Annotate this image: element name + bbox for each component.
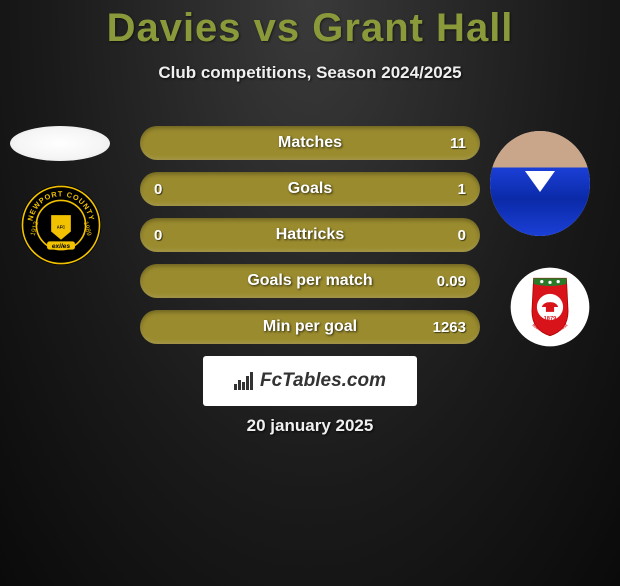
stat-row: Min per goal 1263 — [140, 310, 480, 344]
club-left-badge: NEWPORT COUNTY AFC exiles 1912 1989 — [20, 184, 102, 266]
brand-text: FcTables.com — [260, 370, 386, 392]
stat-label: Goals — [194, 180, 426, 198]
stat-left-value: 0 — [154, 181, 194, 198]
svg-text:1879: 1879 — [544, 316, 557, 322]
stat-label: Matches — [194, 134, 426, 152]
stat-row: Goals per match 0.09 — [140, 264, 480, 298]
brand-badge: FcTables.com — [203, 356, 417, 406]
svg-text:AFC: AFC — [57, 224, 65, 229]
stat-label: Min per goal — [194, 318, 426, 336]
player-left-photo — [10, 126, 110, 161]
club-right-badge: 1879 Salubritas et Industria — [500, 266, 600, 348]
stat-left-value: 0 — [154, 227, 194, 244]
stat-right-value: 0.09 — [426, 273, 466, 290]
stat-row: 0 Hattricks 0 — [140, 218, 480, 252]
stat-right-value: 0 — [426, 227, 466, 244]
svg-text:exiles: exiles — [52, 243, 71, 250]
stat-row: Matches 11 — [140, 126, 480, 160]
player-right-photo — [490, 131, 590, 236]
stat-right-value: 11 — [426, 135, 466, 152]
stat-right-value: 1263 — [426, 319, 466, 336]
stats-container: Matches 11 0 Goals 1 0 Hattricks 0 Goals… — [140, 126, 480, 356]
stat-label: Goals per match — [194, 272, 426, 290]
stat-label: Hattricks — [194, 226, 426, 244]
bar-chart-icon — [234, 372, 256, 390]
page-title: Davies vs Grant Hall — [0, 6, 620, 51]
subtitle: Club competitions, Season 2024/2025 — [0, 63, 620, 83]
stat-row: 0 Goals 1 — [140, 172, 480, 206]
stat-right-value: 1 — [426, 181, 466, 198]
date-text: 20 january 2025 — [0, 416, 620, 436]
